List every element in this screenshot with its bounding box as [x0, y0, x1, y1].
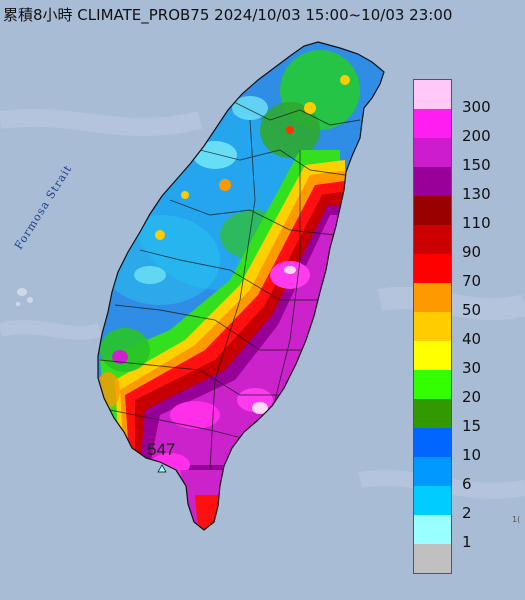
legend-label: 40: [462, 330, 482, 348]
legend-label: 150: [462, 156, 491, 174]
map-title: 累積8小時 CLIMATE_PROB75 2024/10/03 15:00~10…: [3, 6, 453, 24]
legend-swatch: [414, 515, 451, 544]
legend-label: 90: [462, 243, 482, 261]
legend-swatch: [414, 428, 451, 457]
color-legend: [413, 79, 452, 574]
legend-swatch: [414, 80, 451, 109]
legend-label: 300: [462, 98, 491, 116]
legend-swatch: [414, 312, 451, 341]
legend-swatch: [414, 109, 451, 138]
legend-swatch: [414, 254, 451, 283]
legend-swatch: [414, 457, 451, 486]
legend-label: 30: [462, 359, 482, 377]
legend-swatch: [414, 167, 451, 196]
legend-swatch: [414, 138, 451, 167]
corner-mark: 1(: [512, 515, 521, 524]
legend-swatch: [414, 341, 451, 370]
penghu-islands: [15, 288, 33, 306]
max-station-icon: [157, 464, 167, 473]
legend-swatch: [414, 544, 451, 573]
legend-swatch: [414, 283, 451, 312]
legend-swatch: [414, 225, 451, 254]
legend-label: 20: [462, 388, 482, 406]
legend-label: 15: [462, 417, 482, 435]
legend-swatch: [414, 196, 451, 225]
legend-label: 110: [462, 214, 491, 232]
legend-swatch: [414, 486, 451, 515]
legend-swatch: [414, 399, 451, 428]
legend-label: 6: [462, 475, 472, 493]
legend-label: 1: [462, 533, 472, 551]
legend-label: 200: [462, 127, 491, 145]
legend-label: 2: [462, 504, 472, 522]
legend-label: 50: [462, 301, 482, 319]
legend-label: 70: [462, 272, 482, 290]
legend-label: 130: [462, 185, 491, 203]
max-value-label: 547: [147, 440, 176, 459]
legend-label: 10: [462, 446, 482, 464]
legend-swatch: [414, 370, 451, 399]
